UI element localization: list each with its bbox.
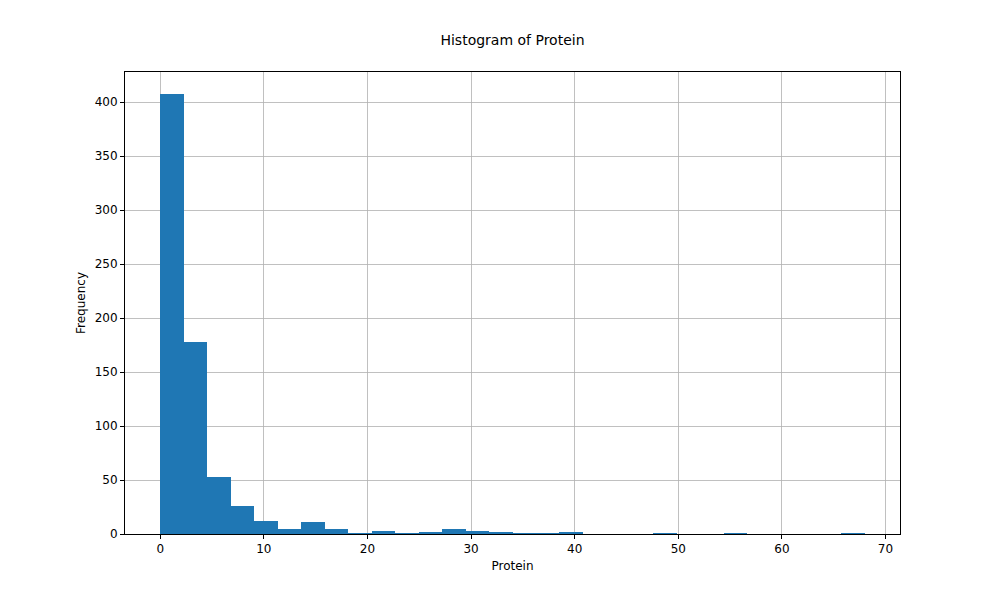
- svg-text:30: 30: [463, 542, 478, 556]
- svg-text:400: 400: [95, 95, 118, 109]
- svg-text:0: 0: [156, 542, 164, 556]
- svg-text:250: 250: [95, 257, 118, 271]
- svg-text:Protein: Protein: [491, 559, 533, 573]
- svg-text:150: 150: [95, 365, 118, 379]
- svg-text:350: 350: [95, 149, 118, 163]
- svg-text:60: 60: [774, 542, 789, 556]
- svg-text:10: 10: [256, 542, 271, 556]
- svg-text:Frequency: Frequency: [74, 272, 88, 334]
- svg-text:200: 200: [95, 311, 118, 325]
- svg-text:300: 300: [95, 203, 118, 217]
- svg-text:20: 20: [360, 542, 375, 556]
- svg-text:70: 70: [878, 542, 893, 556]
- svg-text:50: 50: [102, 473, 117, 487]
- svg-text:100: 100: [95, 419, 118, 433]
- svg-text:Histogram of Protein: Histogram of Protein: [440, 32, 584, 48]
- svg-text:40: 40: [567, 542, 582, 556]
- svg-text:0: 0: [110, 527, 118, 541]
- svg-text:50: 50: [671, 542, 686, 556]
